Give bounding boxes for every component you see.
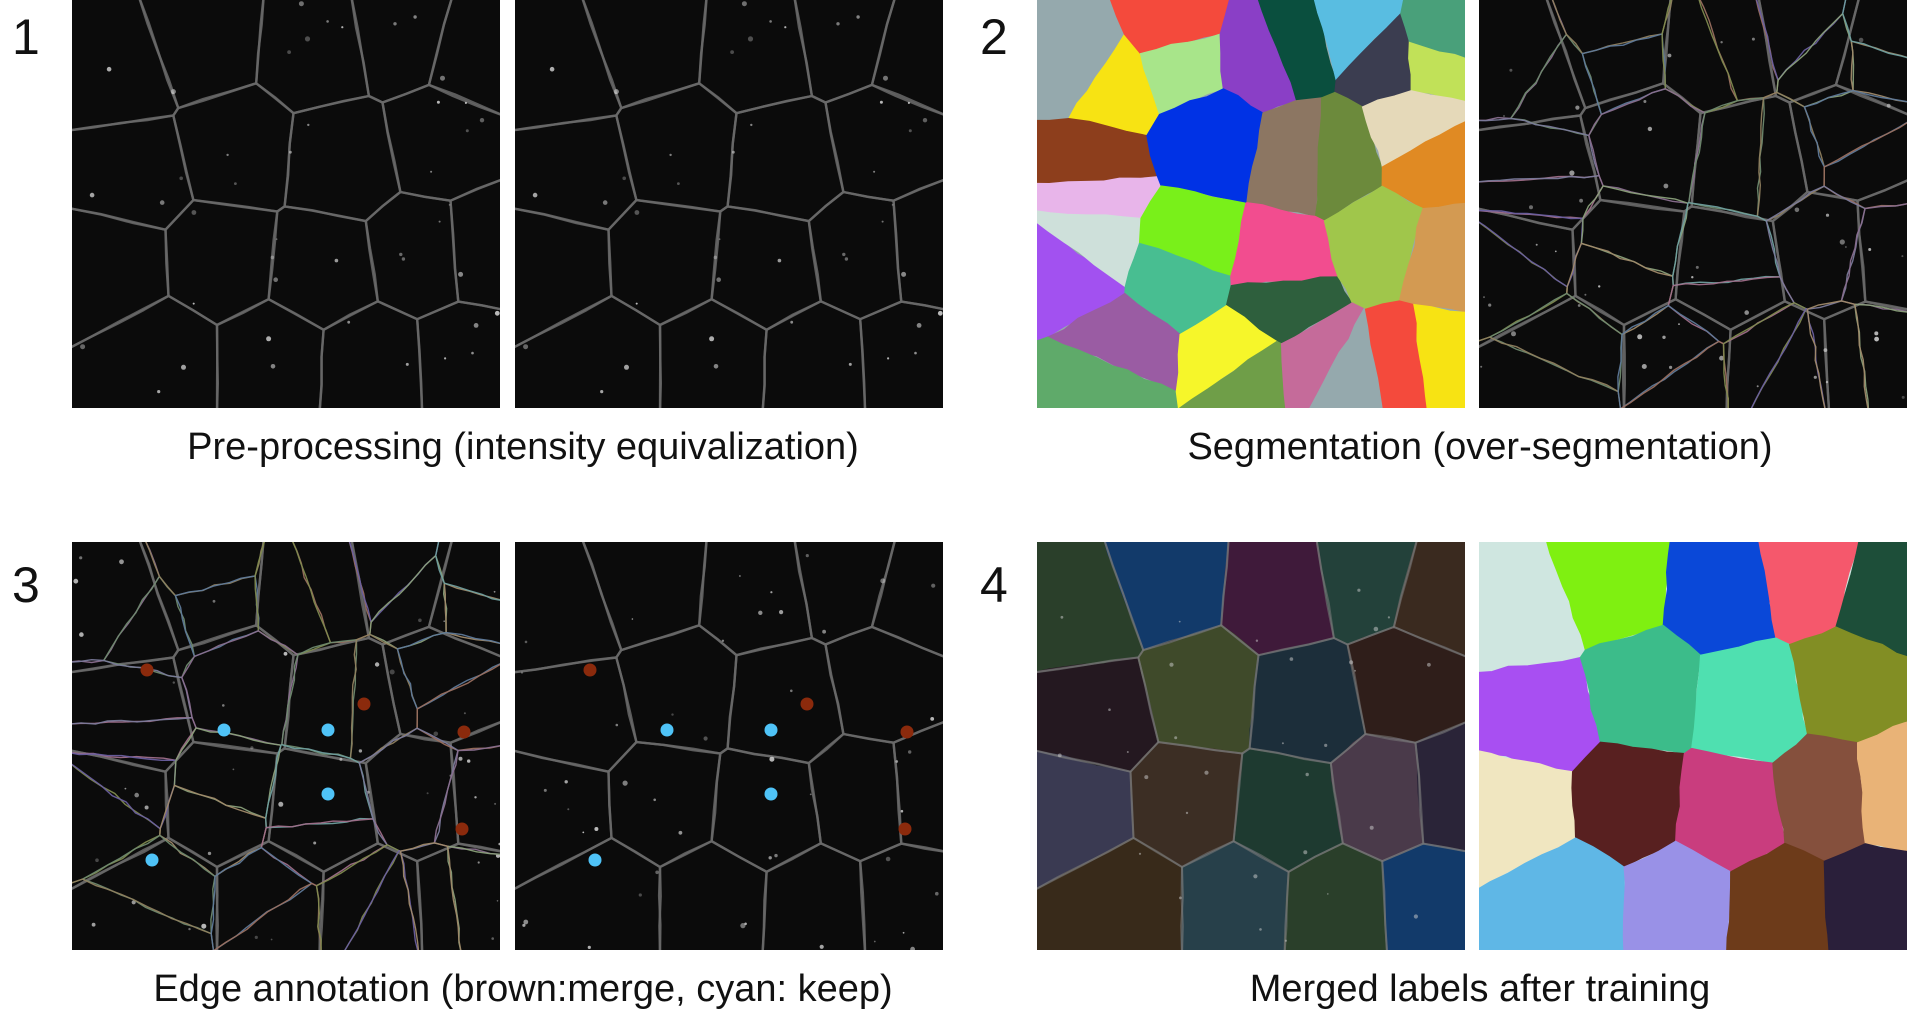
caption-step-2: Segmentation (over-segmentation) <box>1187 426 1773 468</box>
panel-merged-labels <box>1479 542 1907 950</box>
caption-step-3: Edge annotation (brown:merge, cyan: keep… <box>153 968 893 1010</box>
panel-raw-micrograph <box>72 0 500 408</box>
panel-oversegmentation-contours <box>1479 0 1907 408</box>
panel-equalized-micrograph <box>515 0 943 408</box>
panel-merged-overlay <box>1037 542 1465 950</box>
caption-step-1: Pre-processing (intensity equivalization… <box>187 426 859 468</box>
panel-oversegmentation-labels <box>1037 0 1465 408</box>
panel-annotated-micrograph <box>515 542 943 950</box>
step-number-3: 3 <box>12 557 40 613</box>
step-number-4: 4 <box>980 557 1008 613</box>
step-number-1: 1 <box>12 9 40 65</box>
caption-step-4: Merged labels after training <box>1249 968 1711 1010</box>
panel-annotated-contours <box>72 542 500 950</box>
step-number-2: 2 <box>980 9 1008 65</box>
